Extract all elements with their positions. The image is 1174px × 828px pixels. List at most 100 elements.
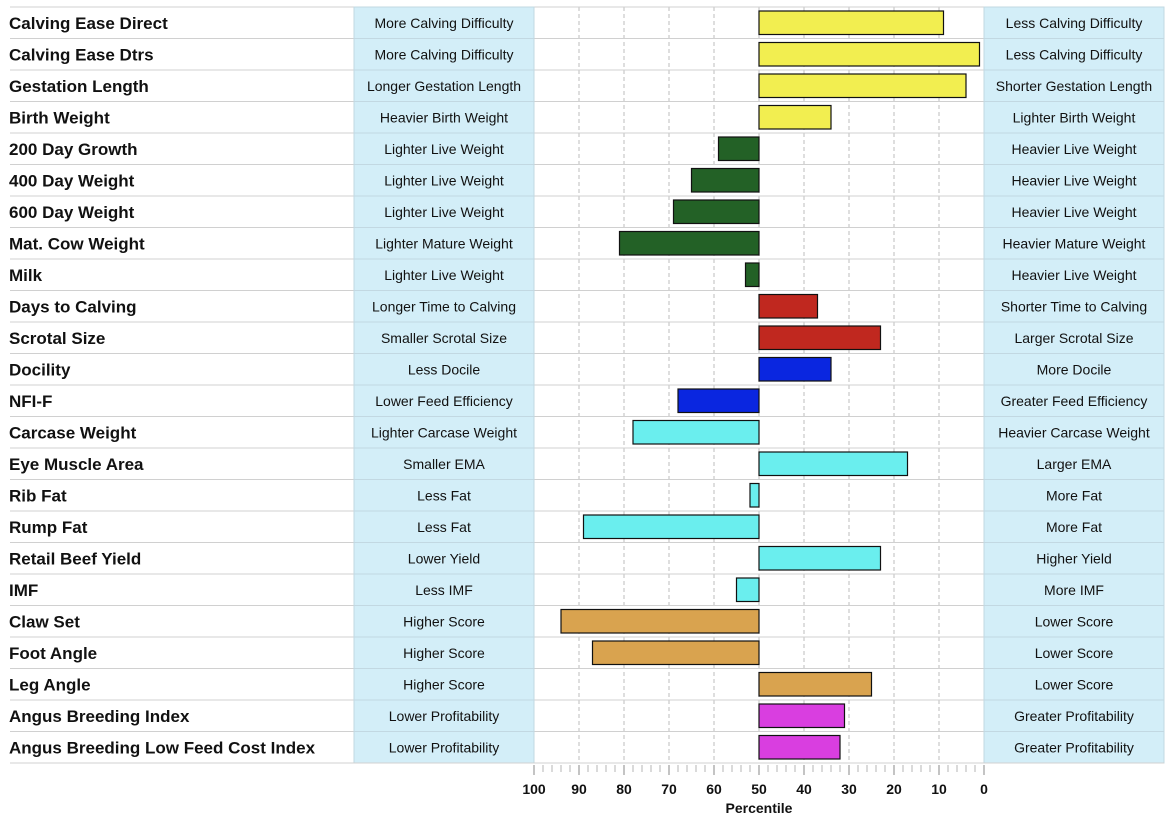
high-label: Greater Profitability [1014,739,1134,755]
bar-calving [758,73,967,99]
tick-label: 50 [751,781,767,797]
trait-label: Milk [9,266,43,285]
low-label-box [353,132,535,165]
high-label-box [983,164,1165,197]
trait-row: 400 Day Weight Lighter Live Weight Heavier… [9,164,1165,197]
high-label: Higher Yield [1036,550,1112,566]
trait-label: Retail Beef Yield [9,549,141,568]
bar-fertility [758,325,882,351]
trait-label: Claw Set [9,612,80,631]
high-label-box [983,605,1165,638]
high-label-box [983,542,1165,575]
trait-row: 600 Day Weight Lighter Live Weight Heavier… [9,195,1165,228]
high-label: Heavier Live Weight [1011,204,1136,220]
tick-label: 20 [886,781,902,797]
trait-row: Calving Ease Direct More Calving Difficul… [9,6,1165,39]
tick-label: 60 [706,781,722,797]
x-axis: 100 90 80 70 60 50 40 30 20 10 0 [522,765,988,797]
high-label: Lower Score [1035,676,1114,692]
low-label-box [353,668,535,701]
bar-carcase [758,545,882,571]
low-label-box [353,6,535,39]
low-label-box [353,290,535,323]
low-label: More Calving Difficulty [374,15,513,31]
trait-row: Days to Calving Longer Time to Calving Sho… [9,290,1165,323]
low-label-box [353,353,535,386]
low-label-box [353,227,535,260]
bar-calving [758,41,981,67]
trait-row: Scrotal Size Smaller Scrotal Size Larger S… [9,321,1165,354]
high-label-box [983,416,1165,449]
low-label: Lighter Carcase Weight [371,424,517,440]
high-label: Greater Profitability [1014,708,1134,724]
bar-carcase [758,451,909,477]
high-label: Larger EMA [1037,456,1112,472]
high-label: Heavier Live Weight [1011,172,1136,188]
low-label: Lighter Live Weight [384,267,504,283]
trait-row: 200 Day Growth Lighter Live Weight Heavier… [9,132,1165,165]
bar-calving [758,10,945,36]
trait-label: 600 Day Weight [9,203,135,222]
low-label-box [353,38,535,71]
tick-label: 0 [980,781,988,797]
low-label: Smaller EMA [403,456,485,472]
high-label: More Fat [1046,487,1102,503]
tick-label: 80 [616,781,632,797]
low-label: Lower Profitability [389,708,500,724]
rows-layer: Calving Ease Direct More Calving Difficul… [9,6,1165,764]
high-label: Less Calving Difficulty [1006,15,1143,31]
high-label-box [983,132,1165,165]
bar-growth [618,230,760,256]
tick-label: 70 [661,781,677,797]
bar-temperament [758,356,832,382]
bar-carcase [582,514,760,540]
high-label-box [983,353,1165,386]
high-label: Heavier Mature Weight [1003,235,1146,251]
trait-row: Angus Breeding Low Feed Cost Index Lower … [9,731,1165,764]
low-label: Lower Feed Efficiency [375,393,512,409]
low-label: Less IMF [415,582,473,598]
bar-temperament [677,388,760,414]
high-label-box [983,479,1165,512]
high-label: Greater Feed Efficiency [1001,393,1148,409]
bar-calving [758,104,832,130]
bar-carcase [735,577,760,603]
trait-row: IMF Less IMF More IMF [9,573,1165,606]
high-label: More Docile [1037,361,1112,377]
bar-index [758,703,846,729]
high-label-box [983,731,1165,764]
low-label: Less Fat [417,519,471,535]
tick-label: 10 [931,781,947,797]
high-label: Lower Score [1035,645,1114,661]
trait-row: NFI-F Lower Feed Efficiency Greater Feed E… [9,384,1165,417]
bar-structure [591,640,760,666]
low-label: Less Docile [408,361,481,377]
trait-label: Gestation Length [9,77,149,96]
low-label-box [353,416,535,449]
high-label: Shorter Time to Calving [1001,298,1147,314]
trait-label: Docility [9,360,71,379]
high-label-box [983,6,1165,39]
low-label: Smaller Scrotal Size [381,330,507,346]
trait-row: Rib Fat Less Fat More Fat [9,479,1165,512]
bar-carcase [632,419,760,445]
trait-row: Foot Angle Higher Score Lower Score [9,636,1165,669]
high-label: Larger Scrotal Size [1014,330,1133,346]
bar-growth [717,136,760,162]
high-label-box [983,668,1165,701]
trait-label: Mat. Cow Weight [9,234,145,253]
high-label: Lower Score [1035,613,1114,629]
low-label: Lighter Live Weight [384,204,504,220]
bar-structure [758,671,873,697]
high-label-box [983,227,1165,260]
high-label-box [983,290,1165,323]
high-label: Less Calving Difficulty [1006,46,1143,62]
low-label: Higher Score [403,676,485,692]
trait-label: Eye Muscle Area [9,455,144,474]
high-label-box [983,636,1165,669]
trait-row: Docility Less Docile More Docile [9,353,1165,386]
bar-growth [744,262,760,288]
trait-label: Carcase Weight [9,423,137,442]
high-label: Lighter Birth Weight [1013,109,1136,125]
